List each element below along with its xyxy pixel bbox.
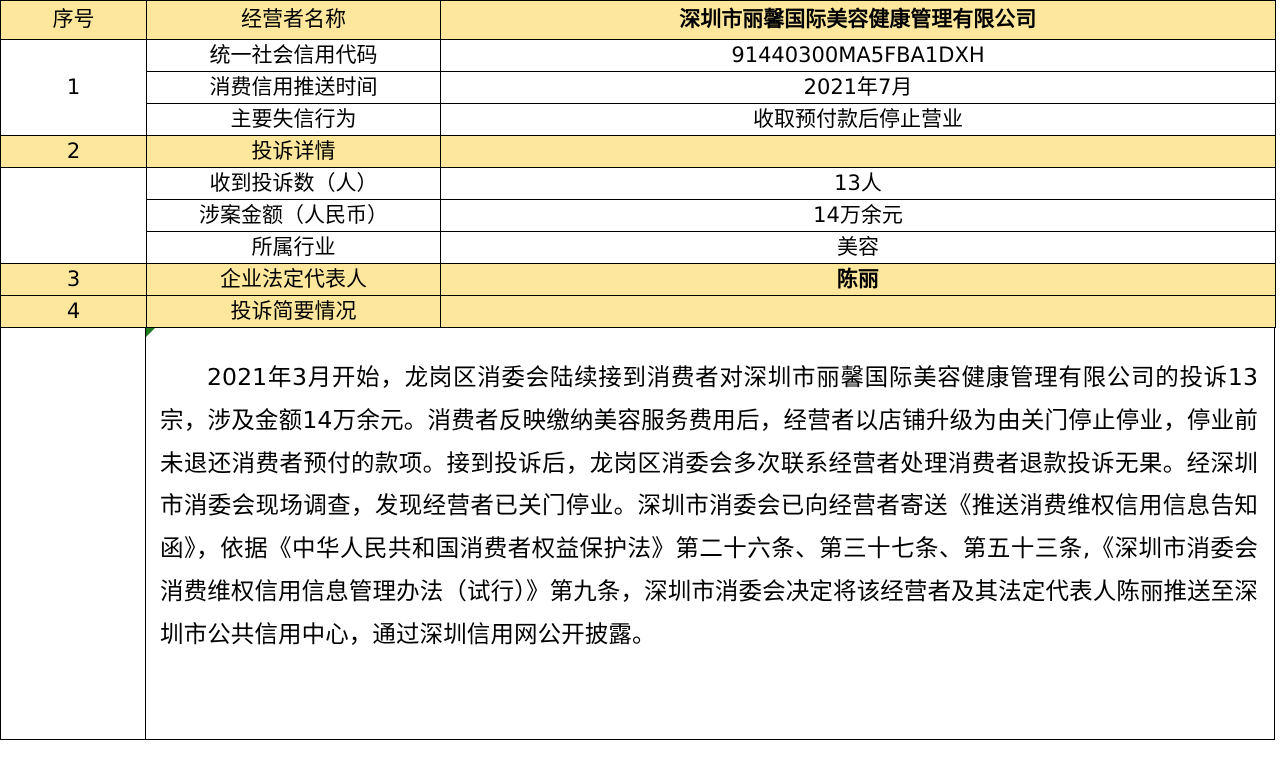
table-row: 所属行业 美容 [1, 231, 1276, 264]
value-legal-representative: 陈丽 [440, 263, 1276, 296]
table-row: 1 统一社会信用代码 91440300MA5FBA1DXH [0, 39, 1276, 136]
section-value-complaint-details [440, 135, 1276, 168]
table-row: 3 企业法定代表人 陈丽 [0, 263, 1276, 296]
value-usc-code: 91440300MA5FBA1DXH [440, 39, 1276, 72]
label-legal-representative: 企业法定代表人 [146, 263, 441, 296]
label-main-misconduct: 主要失信行为 [146, 103, 441, 136]
row-index-3: 3 [0, 263, 147, 296]
table-row: 收到投诉数（人） 13人 [0, 167, 1276, 264]
row-index-1: 1 [0, 39, 147, 136]
label-push-time: 消费信用推送时间 [146, 71, 441, 104]
value-complaint-summary [440, 295, 1276, 328]
row-index-2-spacer [0, 167, 147, 264]
company-name-value: 深圳市丽馨国际美容健康管理有限公司 [440, 0, 1276, 40]
column-header-index: 序号 [0, 0, 147, 40]
table-row: 消费信用推送时间 2021年7月 [1, 71, 1276, 104]
narrative-text: 2021年3月开始，龙岗区消委会陆续接到消费者对深圳市丽馨国际美容健康管理有限公… [160, 363, 1258, 648]
table-header-row: 序号 经营者名称 深圳市丽馨国际美容健康管理有限公司 [0, 0, 1276, 40]
narrative-cell: 2021年3月开始，龙岗区消委会陆续接到消费者对深圳市丽馨国际美容健康管理有限公… [146, 328, 1274, 739]
table-row: 2 投诉详情 [0, 135, 1276, 168]
table-row: 主要失信行为 收取预付款后停止营业 [1, 103, 1276, 136]
disclosure-table: 序号 经营者名称 深圳市丽馨国际美容健康管理有限公司 1 统一社会信用代码 91… [0, 0, 1276, 328]
value-industry: 美容 [440, 231, 1276, 264]
section-title-complaint-details: 投诉详情 [146, 135, 441, 168]
value-push-time: 2021年7月 [440, 71, 1276, 104]
table-row: 4 投诉简要情况 [0, 295, 1276, 328]
table-row: 涉案金额（人民币） 14万余元 [1, 199, 1276, 232]
label-industry: 所属行业 [146, 231, 441, 264]
label-complaint-summary: 投诉简要情况 [146, 295, 441, 328]
comment-marker-icon [146, 328, 155, 337]
row-index-2: 2 [0, 135, 147, 168]
row-index-4: 4 [0, 295, 147, 328]
value-amount-involved: 14万余元 [440, 199, 1276, 232]
value-complaint-count: 13人 [440, 167, 1276, 200]
label-amount-involved: 涉案金额（人民币） [146, 199, 441, 232]
column-header-name: 经营者名称 [146, 0, 441, 40]
narrative-gutter [1, 328, 146, 739]
label-complaint-count: 收到投诉数（人） [146, 167, 441, 200]
value-main-misconduct: 收取预付款后停止营业 [440, 103, 1276, 136]
narrative-block: 2021年3月开始，龙岗区消委会陆续接到消费者对深圳市丽馨国际美容健康管理有限公… [0, 328, 1275, 740]
label-usc-code: 统一社会信用代码 [146, 39, 441, 72]
